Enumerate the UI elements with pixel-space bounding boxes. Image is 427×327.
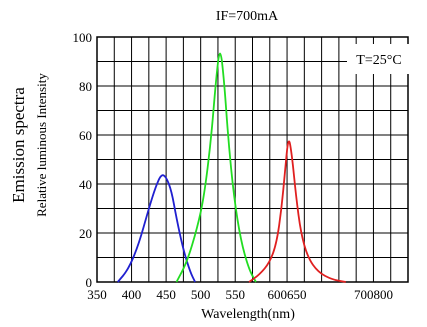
spectrum-curve [117,174,196,283]
y-axis-label-secondary: Relative luminous Intensity [34,73,49,217]
y-tick-label: 20 [79,226,92,241]
x-tick-labels: 350 400 450 500 550 600650 700800 [87,287,393,302]
x-tick-label: 700800 [354,287,393,302]
x-tick-label: 600650 [268,287,307,302]
spectrum-curve [248,140,346,283]
y-tick-label: 40 [79,177,92,192]
chart-title: IF=700mA [216,9,279,24]
y-tick-label: 80 [79,79,92,94]
x-tick-label: 400 [122,287,142,302]
temperature-annotation: T=25°C [356,53,401,68]
y-tick-labels: 0 20 40 60 80 100 [73,30,93,290]
y-axis-label-primary: Emission spectra [9,87,28,203]
y-tick-label: 0 [86,275,93,290]
x-tick-label: 500 [191,287,211,302]
x-tick-label: 550 [225,287,245,302]
x-tick-label: 350 [87,287,107,302]
plot-frame [96,36,409,283]
y-tick-label: 100 [73,30,93,45]
spectrum-curve [175,52,257,283]
y-tick-label: 60 [79,128,92,143]
x-axis-label: Wavelength(nm) [201,307,295,322]
series-layer [117,52,346,283]
x-tick-label: 450 [156,287,176,302]
annotation-box [347,44,412,74]
